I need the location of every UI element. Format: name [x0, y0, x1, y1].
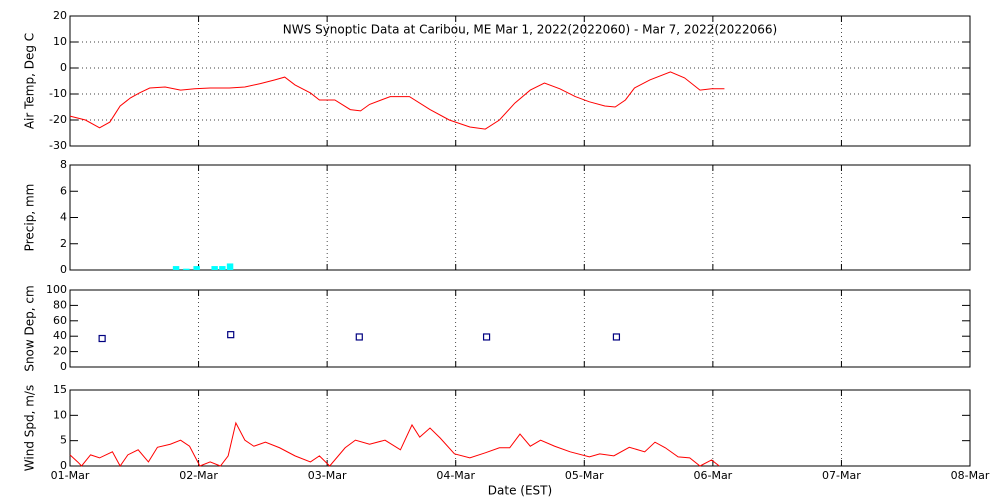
point	[355, 333, 363, 341]
y-tick-label: 15	[53, 383, 67, 396]
y-tick-label: 80	[53, 298, 67, 311]
x-tick-label: 07-Mar	[822, 469, 861, 482]
bar	[193, 266, 200, 270]
y-tick-label: 5	[60, 434, 67, 447]
point	[482, 333, 491, 341]
bar	[211, 266, 218, 270]
point	[98, 334, 106, 343]
data-line	[69, 421, 720, 467]
y-tick-label: -10	[49, 87, 67, 100]
y-tick-label: 40	[53, 329, 67, 342]
y-tick-label: 10	[53, 408, 67, 421]
y-axis-label: Snow Dep, cm	[23, 285, 37, 371]
x-tick-label: 06-Mar	[693, 469, 732, 482]
y-tick-label: 8	[60, 158, 67, 171]
y-tick-label: 4	[60, 211, 67, 224]
x-tick-label: 04-Mar	[436, 469, 475, 482]
plot-frame	[69, 289, 971, 368]
y-tick-label: 6	[60, 184, 67, 197]
bar	[219, 266, 226, 270]
y-tick-label: 0	[60, 360, 67, 373]
y-tick-label: 20	[53, 345, 67, 358]
x-tick-label: 02-Mar	[179, 469, 218, 482]
y-axis-label: Air Temp, Deg C	[23, 33, 37, 129]
point	[227, 331, 235, 339]
plot-frame	[69, 164, 971, 271]
y-tick-label: 0	[60, 263, 67, 276]
x-tick-label: 08-Mar	[951, 469, 990, 482]
y-tick-label: 0	[60, 459, 67, 472]
x-axis-label: Date (EST)	[488, 484, 552, 498]
y-tick-label: 2	[60, 237, 67, 250]
bar	[226, 263, 234, 270]
bar	[183, 268, 190, 270]
chart-title: NWS Synoptic Data at Caribou, ME Mar 1, …	[283, 23, 777, 37]
bar	[172, 266, 180, 270]
point	[612, 333, 621, 341]
y-axis-label: Wind Spd, m/s	[23, 385, 37, 471]
plot-frame	[69, 389, 971, 467]
y-tick-label: -30	[49, 139, 67, 152]
x-tick-label: 03-Mar	[308, 469, 347, 482]
y-tick-label: 60	[53, 314, 67, 327]
x-tick-label: 05-Mar	[565, 469, 604, 482]
y-tick-label: 20	[53, 9, 67, 22]
y-tick-label: 100	[46, 283, 67, 296]
y-tick-label: 10	[53, 35, 67, 48]
y-tick-label: -20	[49, 113, 67, 126]
y-tick-label: 0	[60, 61, 67, 74]
data-line	[69, 71, 725, 130]
x-tick-label: 01-Mar	[51, 469, 90, 482]
plot-frame	[69, 15, 971, 147]
y-axis-label: Precip, mm	[23, 184, 37, 252]
